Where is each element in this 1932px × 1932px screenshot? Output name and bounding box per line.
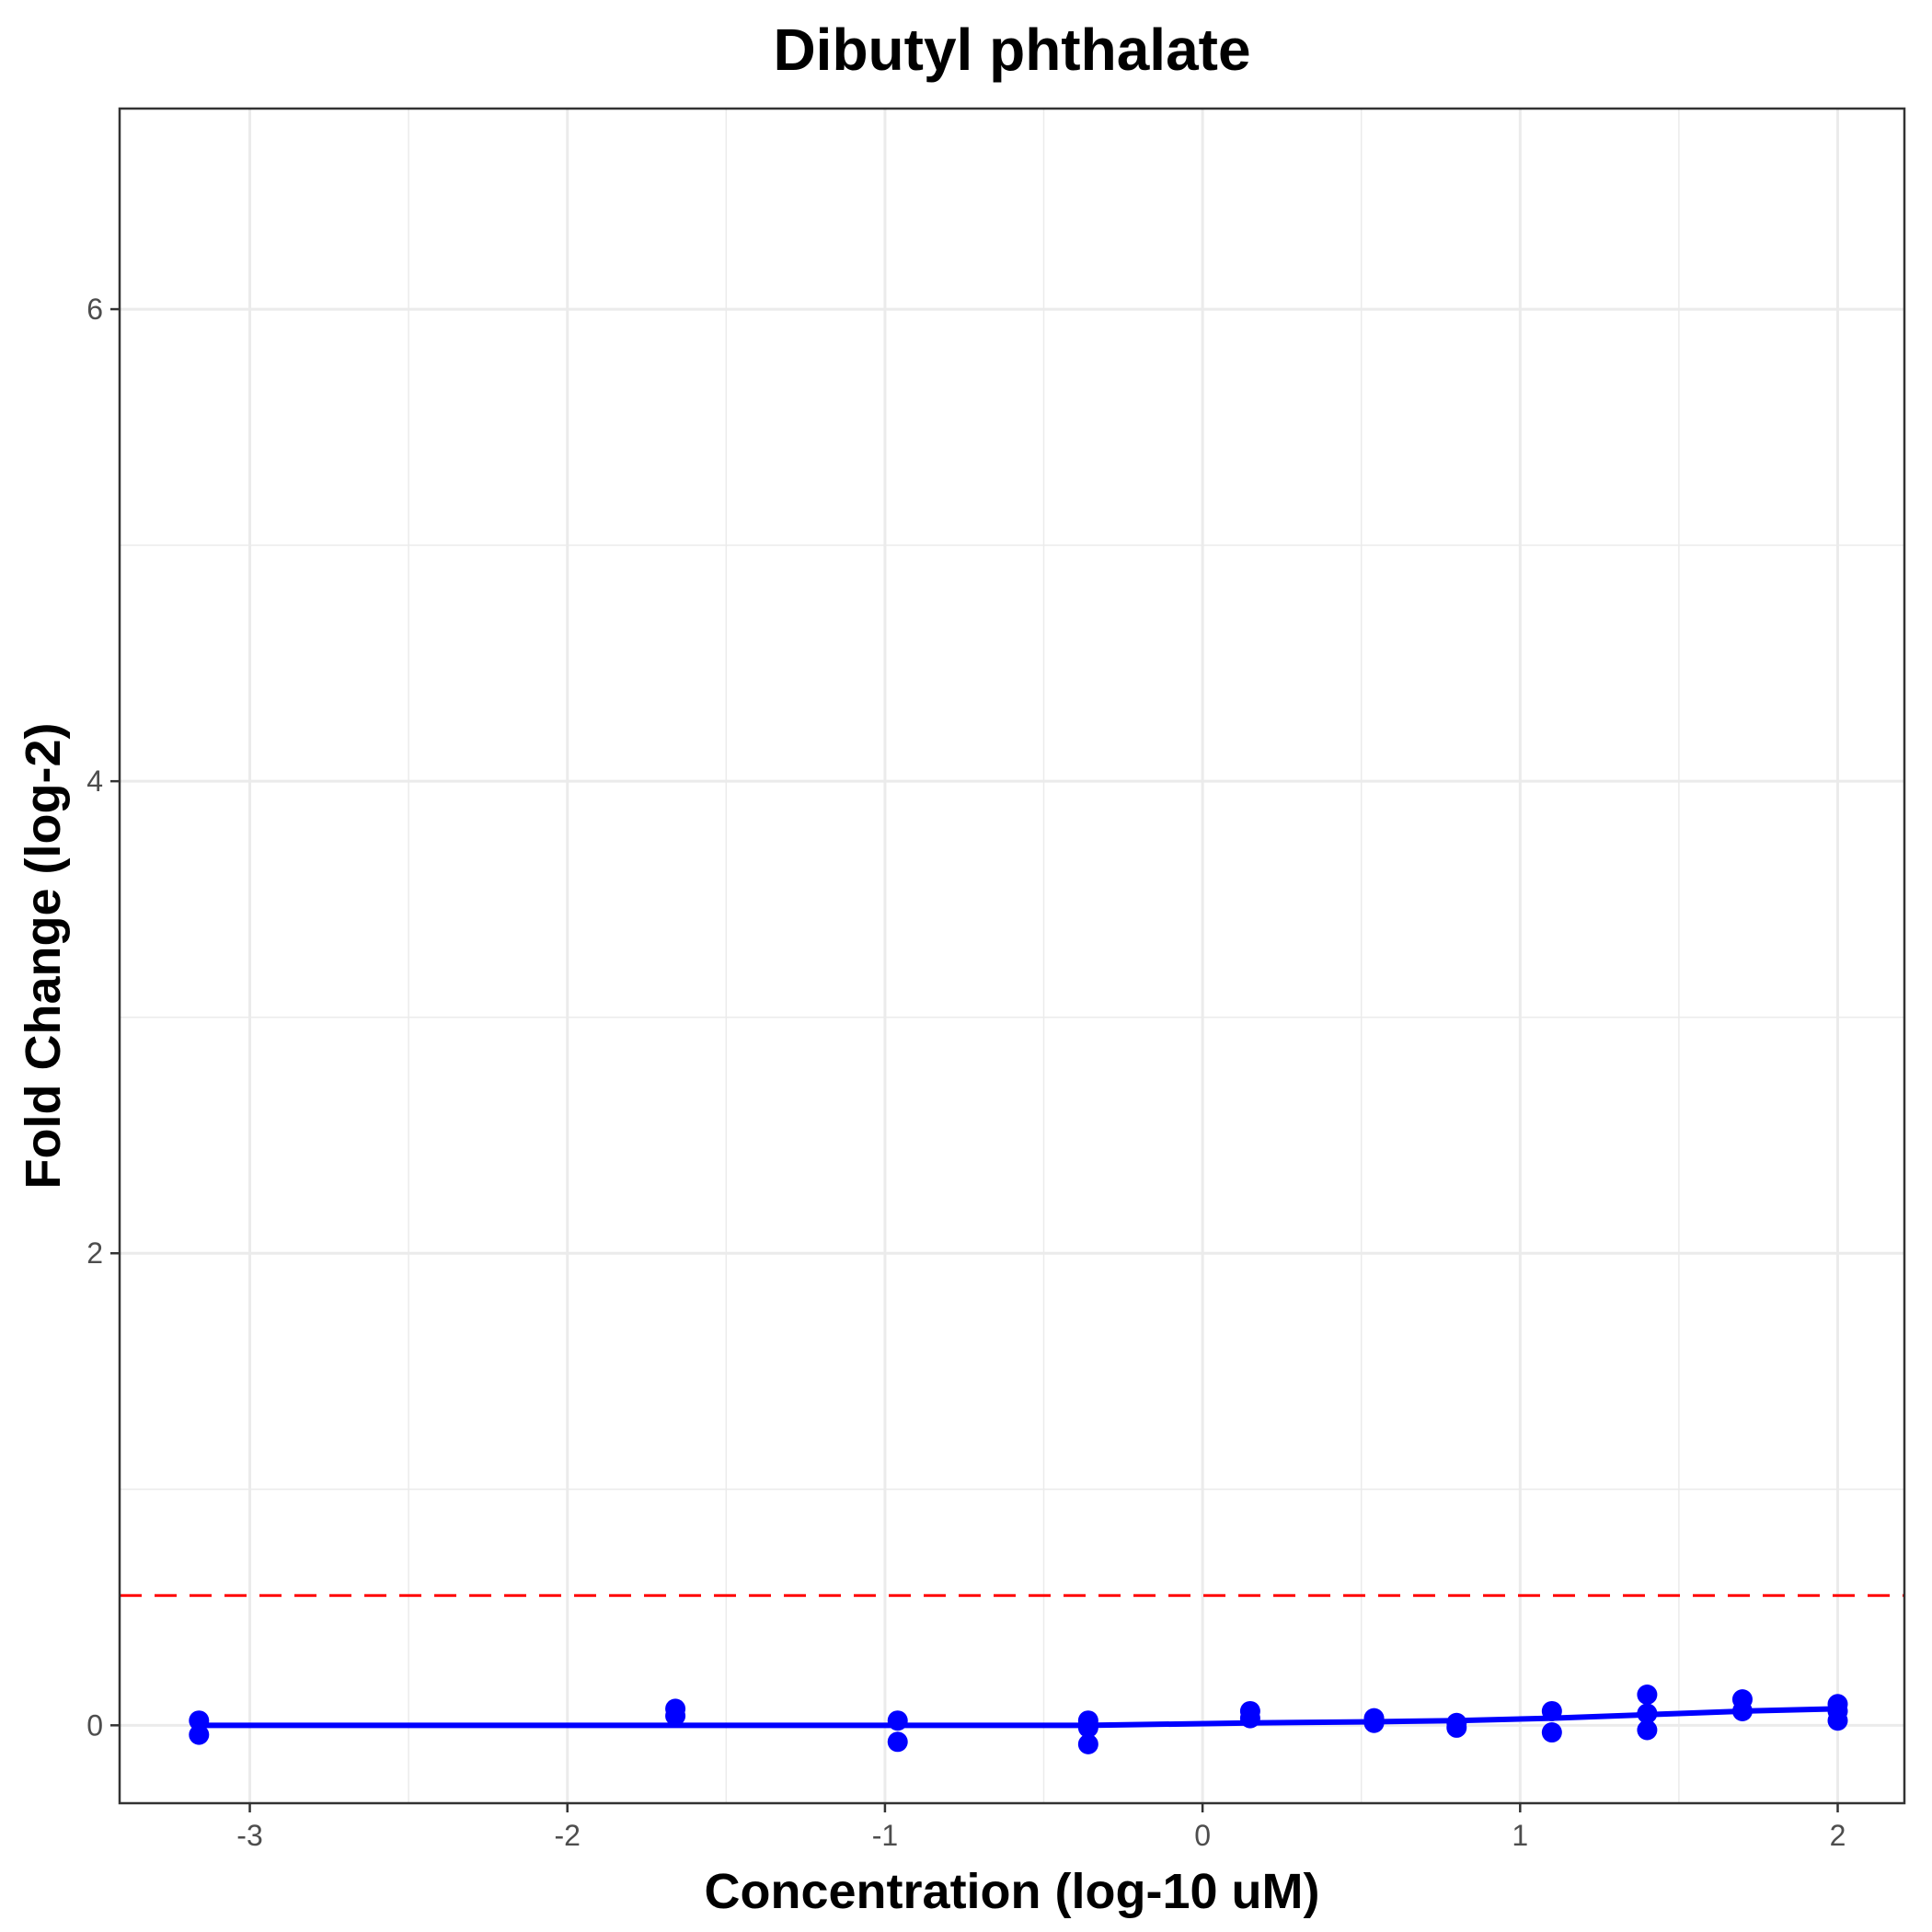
data-point bbox=[1637, 1719, 1658, 1741]
x-axis: -3 -2 -1 0 1 2 bbox=[236, 1803, 1846, 1852]
data-point bbox=[1446, 1717, 1467, 1738]
data-point bbox=[1731, 1700, 1753, 1721]
y-tick-label: 0 bbox=[86, 1708, 103, 1742]
x-tick-label: -2 bbox=[554, 1819, 580, 1852]
data-point bbox=[1363, 1712, 1385, 1733]
y-axis-title: Fold Change (log-2) bbox=[16, 723, 71, 1190]
data-point bbox=[1541, 1700, 1562, 1721]
data-point bbox=[1637, 1703, 1658, 1724]
data-point bbox=[189, 1724, 210, 1745]
y-tick-label: 2 bbox=[86, 1236, 103, 1270]
fit-line-layer bbox=[199, 1706, 1838, 1729]
x-tick-label: 2 bbox=[1830, 1819, 1846, 1852]
data-point bbox=[1239, 1708, 1260, 1729]
x-tick-label: -1 bbox=[872, 1819, 898, 1852]
data-point bbox=[1077, 1733, 1098, 1754]
data-points-layer bbox=[189, 1684, 1848, 1754]
fit-line bbox=[199, 1706, 1838, 1729]
x-tick-label: -3 bbox=[236, 1819, 262, 1852]
x-tick-label: 0 bbox=[1194, 1819, 1211, 1852]
data-point bbox=[1077, 1717, 1098, 1738]
x-axis-title: Concentration (log-10 uM) bbox=[705, 1864, 1320, 1919]
x-tick-label: 1 bbox=[1512, 1819, 1528, 1852]
data-point bbox=[665, 1706, 686, 1727]
data-point bbox=[1637, 1684, 1658, 1705]
data-point bbox=[1827, 1710, 1848, 1731]
data-point bbox=[189, 1710, 210, 1731]
data-point bbox=[1541, 1722, 1562, 1743]
y-axis: 0 2 4 6 bbox=[86, 293, 120, 1742]
data-point bbox=[887, 1731, 908, 1753]
grid-lines bbox=[120, 109, 1904, 1803]
y-tick-label: 4 bbox=[86, 765, 103, 798]
plot-panel-border bbox=[118, 107, 1906, 1805]
chart-title: Dibutyl phthalate bbox=[773, 17, 1250, 83]
y-tick-label: 6 bbox=[86, 293, 103, 326]
data-point bbox=[887, 1710, 908, 1731]
